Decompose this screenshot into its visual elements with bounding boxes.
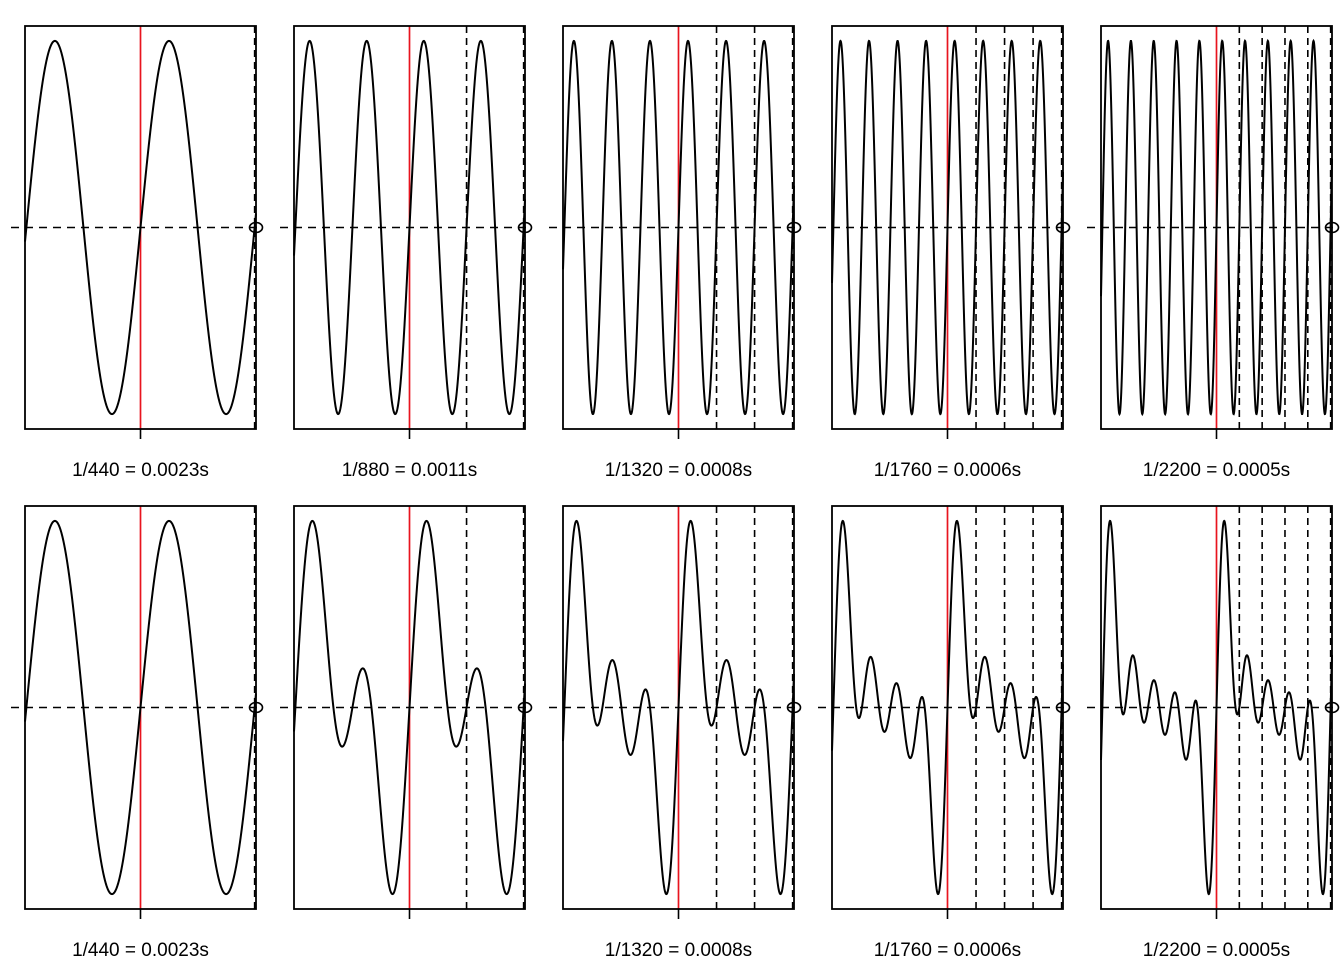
waveform-line: [831, 519, 1064, 896]
panel-r1-c1: 1/440 = 0.0023s: [11, 25, 264, 481]
period-label: 1/440 = 0.0023s: [72, 940, 209, 960]
period-label: 1/880 = 0.0011s: [342, 460, 477, 481]
period-label: 1/2200 = 0.0005s: [1143, 940, 1290, 960]
waveform-line: [293, 39, 526, 416]
panel-r2-c3: 1/1320 = 0.0008s: [549, 505, 802, 960]
period-label: 1/2200 = 0.0005s: [1143, 460, 1290, 481]
panel-r1-c2: 1/880 = 0.0011s: [280, 25, 533, 481]
waveform-line: [24, 39, 257, 416]
period-label: 1/1760 = 0.0006s: [874, 940, 1021, 960]
waveform-line: [562, 39, 795, 416]
panel-r1-c5: 1/2200 = 0.0005s: [1087, 25, 1340, 481]
waveform-line: [1100, 38, 1333, 417]
waveform-line: [562, 519, 795, 896]
period-label: 1/1320 = 0.0008s: [605, 940, 752, 960]
period-label: 1/440 = 0.0023s: [72, 460, 209, 481]
panel-r1-c4: 1/1760 = 0.0006s: [818, 25, 1071, 481]
waveform-line: [293, 519, 526, 896]
panel-r2-c5: 1/2200 = 0.0005s: [1087, 505, 1340, 960]
waveform-line: [1100, 519, 1333, 896]
waveform-line: [831, 39, 1064, 416]
panel-r2-c2: [280, 505, 533, 919]
period-label: 1/1760 = 0.0006s: [874, 460, 1021, 481]
panel-r2-c1: 1/440 = 0.0023s: [11, 505, 264, 960]
period-label: 1/1320 = 0.0008s: [605, 460, 752, 481]
panel-r2-c4: 1/1760 = 0.0006s: [818, 505, 1071, 960]
waveform-line: [24, 519, 257, 896]
panel-r1-c3: 1/1320 = 0.0008s: [549, 25, 802, 481]
